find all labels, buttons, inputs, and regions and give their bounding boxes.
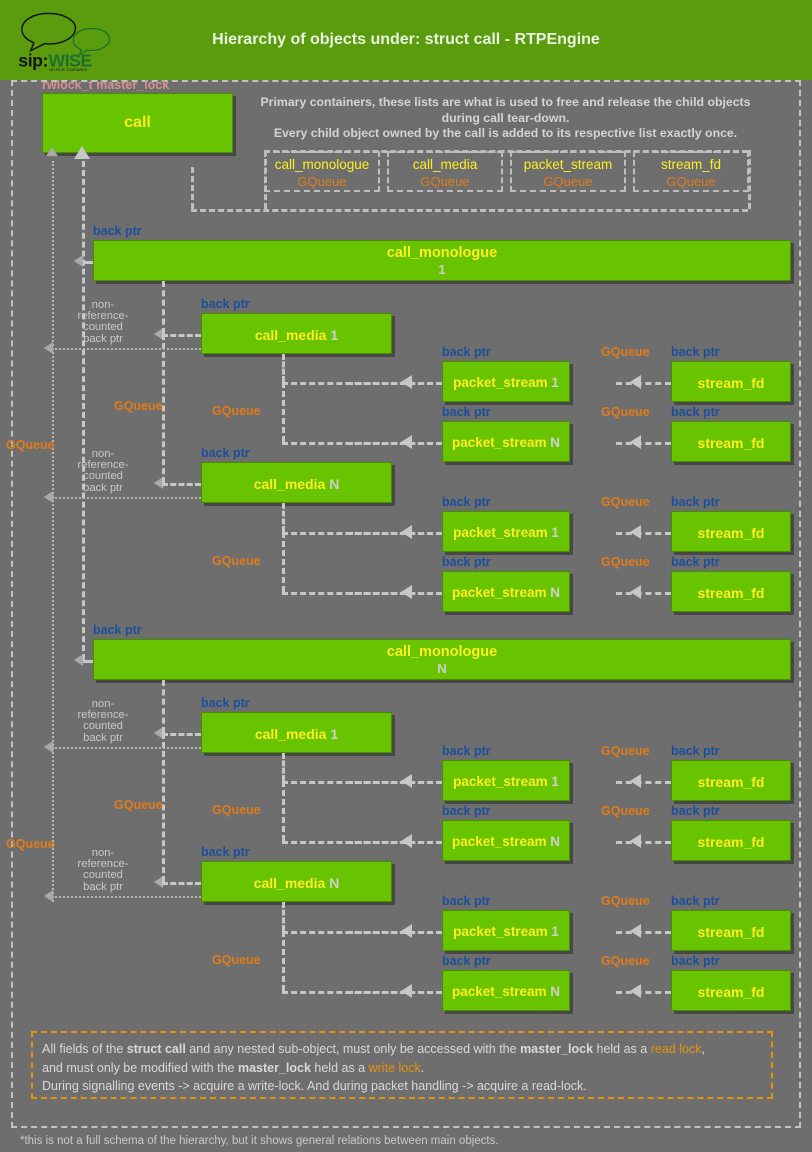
svg-text:an ALE Company: an ALE Company [49,67,87,71]
svg-text:sip:: sip: [18,51,48,71]
